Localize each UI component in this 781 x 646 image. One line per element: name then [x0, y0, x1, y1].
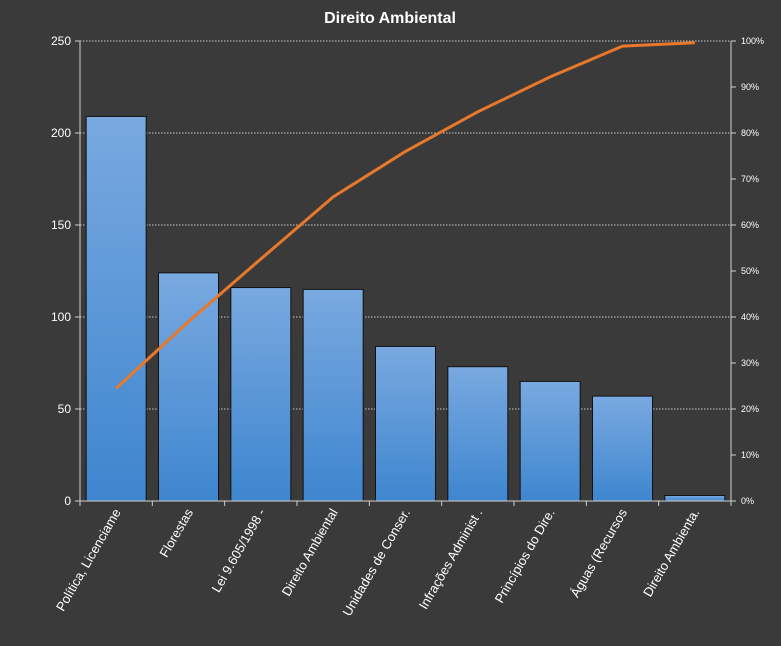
- y2-tick-label: 0%: [741, 496, 754, 506]
- y2-tick-label: 100%: [741, 36, 764, 46]
- bar: [447, 366, 509, 502]
- bar: [302, 288, 364, 502]
- y-tick-label: 250: [51, 34, 71, 48]
- y2-tick-label: 80%: [741, 128, 759, 138]
- x-tick-label: Florestas: [156, 506, 196, 560]
- y2-tick-label: 90%: [741, 82, 759, 92]
- x-tick-label: Infrações Administ .: [416, 506, 486, 612]
- y2-tick-label: 50%: [741, 266, 759, 276]
- y-tick-label: 100: [51, 310, 71, 324]
- x-tick-label: Direito Ambienta.: [640, 506, 702, 599]
- x-tick-label: Princípios do Dire.: [492, 506, 558, 605]
- y2-tick-label: 20%: [741, 404, 759, 414]
- y2-tick-label: 30%: [741, 358, 759, 368]
- x-tick-label: Direito Ambiental: [279, 506, 341, 599]
- x-tick-label: Águas (Recursos: [567, 506, 630, 600]
- bar: [592, 395, 653, 502]
- y2-tick-label: 70%: [741, 174, 759, 184]
- category-labels: Política, Licenciame Florestas Lei 9.605/1…: [53, 506, 702, 619]
- x-tick-label: Política, Licenciame: [53, 506, 124, 614]
- y2-tick-label: 60%: [741, 220, 759, 230]
- cumulative-line: [115, 41, 695, 390]
- bar: [230, 287, 292, 502]
- y-tick-label: 50: [58, 402, 72, 416]
- bar: [375, 345, 436, 502]
- y-tick-label: 150: [51, 218, 71, 232]
- y2-tick-label: 40%: [741, 312, 759, 322]
- axes: 0 50 100 150 200 250 0% 10% 20% 30% 40% 50% 60% 70% 80…: [51, 34, 764, 508]
- y-tick-label: 200: [51, 126, 71, 140]
- chart-title: Direito Ambiental: [324, 10, 456, 27]
- y-tick-label: 0: [64, 494, 71, 508]
- bars: [85, 115, 726, 502]
- cumulative-percent-line: [115, 41, 695, 390]
- bar: [158, 272, 219, 502]
- x-tick-label: Unidades de Conser.: [339, 506, 413, 619]
- y2-tick-label: 10%: [741, 450, 759, 460]
- x-tick-label: Lei 9.605/1998 -: [208, 506, 268, 595]
- bar: [85, 115, 147, 502]
- bar: [519, 380, 581, 502]
- bar: [664, 494, 726, 502]
